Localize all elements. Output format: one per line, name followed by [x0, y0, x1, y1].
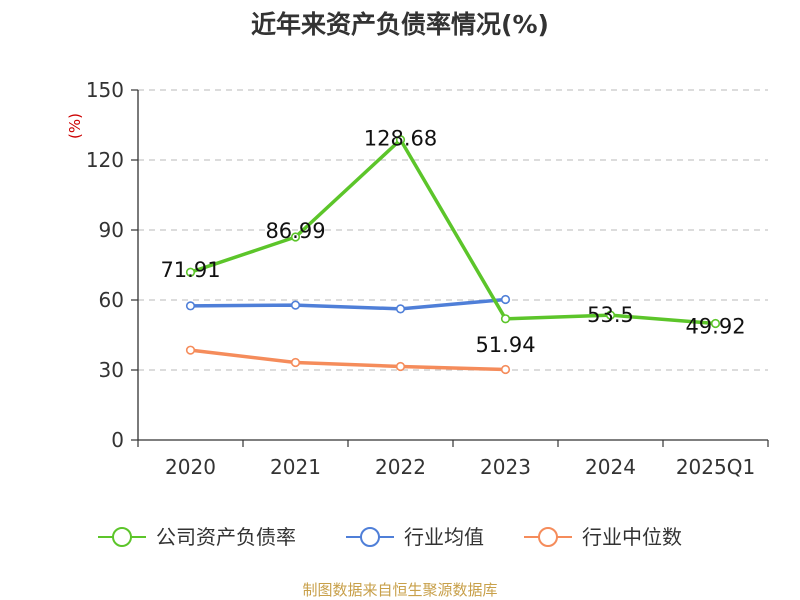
legend-item: 公司资产负债率 — [98, 525, 296, 549]
legend-label: 行业均值 — [404, 525, 484, 549]
legend-item: 行业中位数 — [524, 525, 682, 549]
axes: 0 30 60 90 120 150 2020 2021 2022 2023 2024 2025Q1 — [86, 78, 769, 479]
data-point — [395, 361, 406, 372]
y-tick-label: 60 — [99, 288, 124, 312]
data-label: 53.5 — [587, 303, 634, 327]
legend: 公司资产负债率 行业均值 行业中位数 — [98, 525, 682, 549]
data-labels: 71.91 86.99 128.68 51.94 53.5 49.92 — [160, 127, 745, 357]
y-tick-label: 0 — [111, 428, 124, 452]
data-point — [185, 345, 196, 355]
data-point — [290, 232, 301, 242]
y-tick-label: 150 — [86, 78, 124, 102]
data-point — [605, 310, 616, 320]
data-point — [395, 304, 406, 314]
legend-marker — [360, 527, 380, 547]
legend-item: 行业均值 — [346, 525, 484, 549]
legend-marker — [112, 527, 132, 547]
legend-label: 行业中位数 — [582, 525, 682, 549]
data-point — [500, 294, 511, 305]
series-line — [189, 137, 716, 326]
series-lines — [185, 135, 721, 375]
y-axis-unit: (%) — [66, 113, 84, 139]
y-tick-label: 90 — [99, 218, 124, 242]
x-tick-label: 2024 — [585, 455, 636, 479]
legend-label: 公司资产负债率 — [156, 525, 296, 549]
x-tick-label: 2021 — [270, 455, 321, 479]
x-tick-label: 2020 — [165, 455, 216, 479]
data-point — [290, 300, 301, 310]
grid-lines — [138, 89, 768, 371]
data-point — [500, 314, 511, 324]
chart-title: 近年来资产负债率情况(%) — [251, 10, 549, 39]
data-label: 49.92 — [685, 315, 745, 339]
data-label: 51.94 — [475, 333, 535, 357]
data-point — [395, 135, 406, 145]
legend-marker — [538, 527, 558, 547]
data-label: 71.91 — [160, 258, 220, 282]
x-tick-label: 2023 — [480, 455, 531, 479]
data-point — [290, 357, 301, 368]
data-point — [185, 301, 196, 311]
x-tick-label: 2022 — [375, 455, 426, 479]
x-tick-label: 2025Q1 — [676, 455, 755, 479]
data-point — [710, 318, 721, 329]
series-line — [190, 297, 506, 311]
data-point — [500, 364, 511, 375]
y-tick-label: 30 — [99, 358, 124, 382]
data-label: 128.68 — [364, 127, 437, 151]
y-tick-label: 120 — [86, 148, 124, 172]
data-point — [185, 267, 196, 277]
series-line — [190, 348, 506, 372]
source-note: 制图数据来自恒生聚源数据库 — [302, 581, 497, 599]
data-label: 86.99 — [265, 219, 325, 243]
